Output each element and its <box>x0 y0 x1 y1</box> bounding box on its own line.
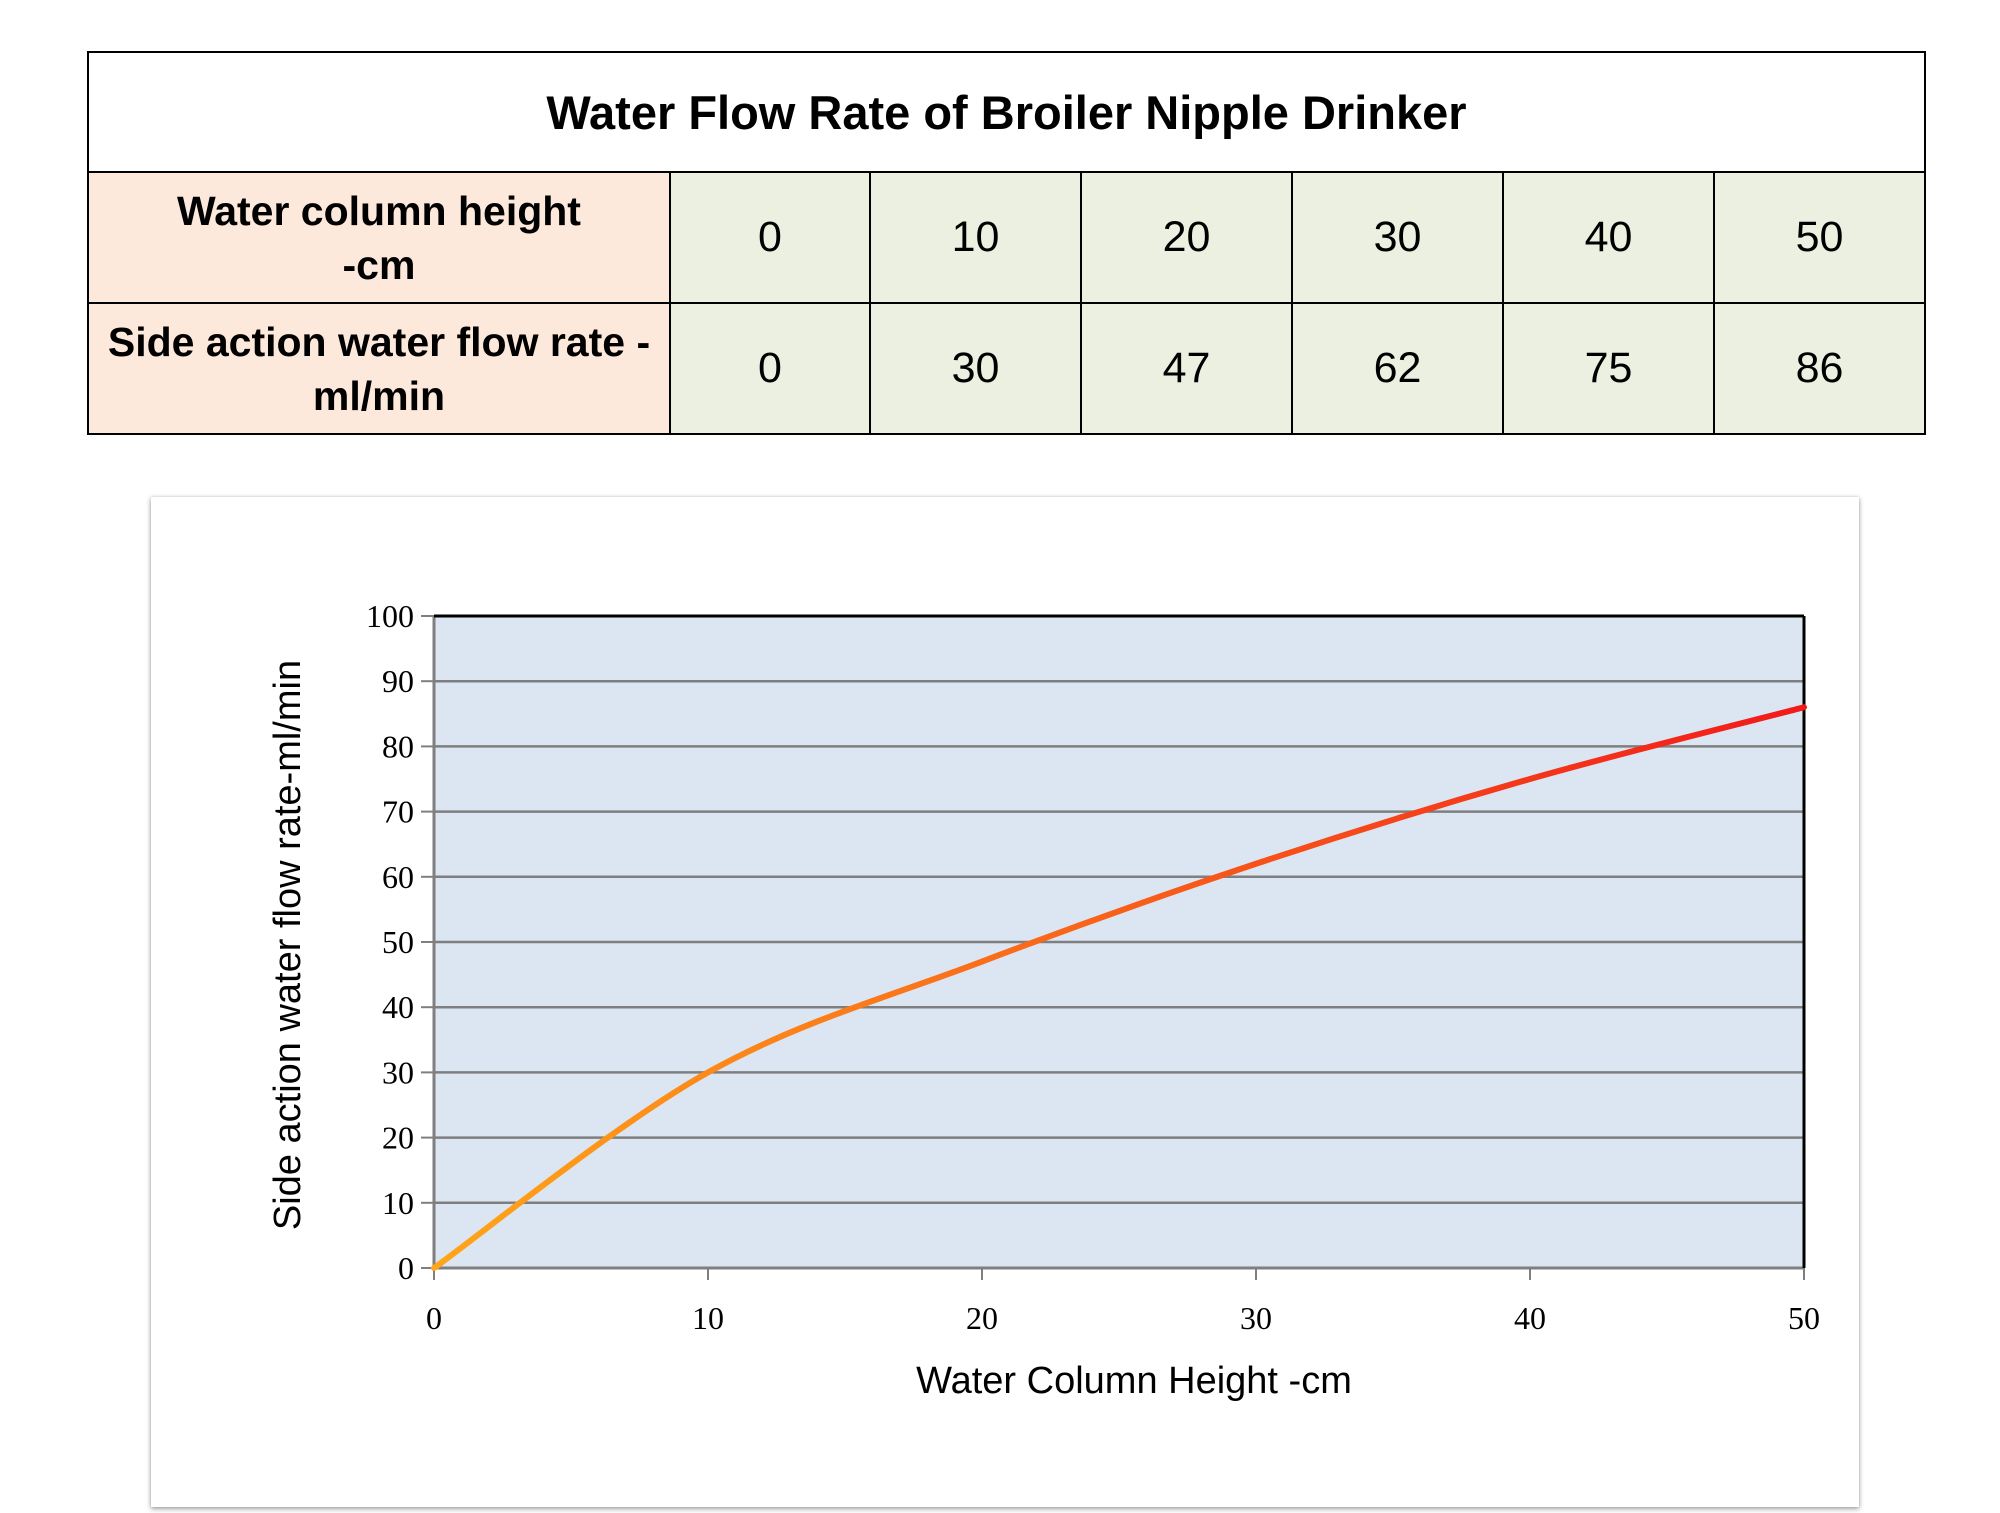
y-tick-label: 30 <box>382 1054 414 1090</box>
table-cell: 0 <box>669 171 871 304</box>
table-cell: 47 <box>1080 302 1293 435</box>
y-tick-label: 80 <box>382 728 414 764</box>
table-row-height: Water column height -cm 0 10 20 30 40 50 <box>87 171 1926 304</box>
row-header-height-line2: -cm <box>342 241 416 288</box>
table-cell: 10 <box>869 171 1082 304</box>
table-cell: 20 <box>1080 171 1293 304</box>
table-cell: 62 <box>1291 302 1504 435</box>
table-cell: 50 <box>1713 171 1926 304</box>
table-cell: 30 <box>1291 171 1504 304</box>
series-line <box>431 704 1807 1271</box>
table-cell: 0 <box>669 302 871 435</box>
y-tick-label: 0 <box>398 1250 414 1286</box>
row-header-height-line1: Water column height <box>177 187 581 234</box>
x-tick-label: 40 <box>1514 1300 1546 1336</box>
x-axis-title: Water Column Height -cm <box>916 1360 1352 1402</box>
y-tick-label: 100 <box>366 598 414 634</box>
table-cell: 30 <box>869 302 1082 435</box>
y-tick-label: 90 <box>382 663 414 699</box>
table-row-flow: Side action water flow rate - ml/min 0 3… <box>87 302 1926 435</box>
table-cell: 86 <box>1713 302 1926 435</box>
x-tick-label: 10 <box>692 1300 724 1336</box>
y-tick-label: 70 <box>382 794 414 830</box>
chart-panel: 0 10 20 30 40 50 60 70 80 90 100 0 10 20 30 40 50 Water … <box>151 497 1859 1507</box>
row-header-flow: Side action water flow rate - ml/min <box>87 302 671 435</box>
y-tick-label: 40 <box>382 989 414 1025</box>
y-tick-label: 20 <box>382 1120 414 1156</box>
row-header-flow-line1: Side action water flow rate - <box>107 318 651 365</box>
table-cell: 75 <box>1502 302 1715 435</box>
row-header-height: Water column height -cm <box>87 171 671 304</box>
line-chart: 0 10 20 30 40 50 60 70 80 90 100 0 10 20 30 40 50 Water … <box>267 598 1820 1402</box>
flow-rate-table: Water Flow Rate of Broiler Nipple Drinke… <box>87 51 1926 435</box>
y-axis-title: Side action water flow rate-ml/min <box>267 660 309 1230</box>
y-tick-label: 10 <box>382 1185 414 1221</box>
y-tick-label: 50 <box>382 924 414 960</box>
x-tick-label: 30 <box>1240 1300 1272 1336</box>
y-tick-label: 60 <box>382 859 414 895</box>
table-cell: 40 <box>1502 171 1715 304</box>
row-header-flow-line2: ml/min <box>312 372 446 419</box>
x-tick-label: 20 <box>966 1300 998 1336</box>
table-title: Water Flow Rate of Broiler Nipple Drinke… <box>87 51 1926 173</box>
x-tick-label: 0 <box>426 1300 442 1336</box>
x-tick-label: 50 <box>1788 1300 1820 1336</box>
